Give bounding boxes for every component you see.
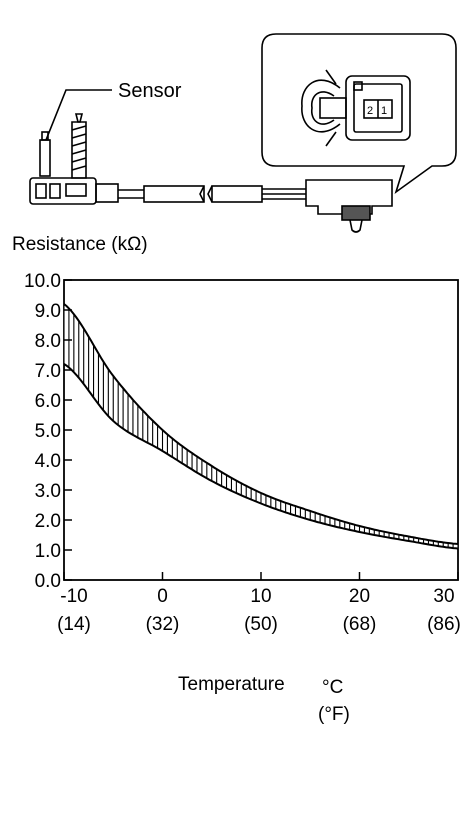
x-axis-label: Temperature	[178, 674, 285, 695]
x-tick-label-celsius: 30	[433, 586, 454, 607]
sensor-leader-line	[45, 89, 112, 141]
x-tick-label-fahrenheit: (14)	[57, 614, 91, 635]
sensor-cable	[118, 185, 306, 203]
y-tick-label: 10.0	[24, 271, 61, 292]
x-tick-label-celsius: 20	[349, 586, 370, 607]
x-tick-label-fahrenheit: (68)	[343, 614, 377, 635]
y-tick-label: 0.0	[35, 571, 61, 592]
connector-pin-2-label: 2	[367, 105, 373, 117]
y-axis-label: Resistance (kΩ)	[12, 234, 148, 255]
y-tick-label: 2.0	[35, 511, 61, 532]
y-tick-label: 9.0	[35, 301, 61, 322]
y-tick-label: 3.0	[35, 481, 61, 502]
x-axis-unit-celsius: °C	[322, 677, 343, 698]
sensor-body	[29, 113, 119, 205]
plot-area: 0.0 1.0 2.0 3.0 4.0 5.0 6.0 7.0 8.0 9.0 10.0 -10 (1…	[24, 271, 461, 635]
y-tick-label: 8.0	[35, 331, 61, 352]
connector-face	[301, 69, 411, 147]
x-tick-label-fahrenheit: (86)	[427, 614, 461, 635]
harness-connector	[305, 179, 393, 233]
y-tick-label: 7.0	[35, 361, 61, 382]
y-tick-label: 4.0	[35, 451, 61, 472]
connector-pin-1-label: 1	[381, 105, 387, 117]
callout-bubble	[261, 33, 457, 195]
x-tick-label-celsius: 10	[250, 586, 271, 607]
x-axis-unit-fahrenheit: (°F)	[318, 704, 350, 725]
resistance-band-upper-line	[64, 303, 458, 545]
x-tick-label-celsius: -10	[60, 586, 87, 607]
y-tick-label: 6.0	[35, 391, 61, 412]
resistance-band-lower-line	[64, 363, 458, 550]
x-tick-label-fahrenheit: (50)	[244, 614, 278, 635]
resistance-band-hatch	[64, 304, 458, 549]
y-tick-label: 1.0	[35, 541, 61, 562]
y-tick-label: 5.0	[35, 421, 61, 442]
sensor-diagram	[29, 33, 457, 233]
sensor-label: Sensor	[118, 80, 182, 102]
x-tick-label-fahrenheit: (32)	[146, 614, 180, 635]
x-tick-label-celsius: 0	[157, 586, 168, 607]
